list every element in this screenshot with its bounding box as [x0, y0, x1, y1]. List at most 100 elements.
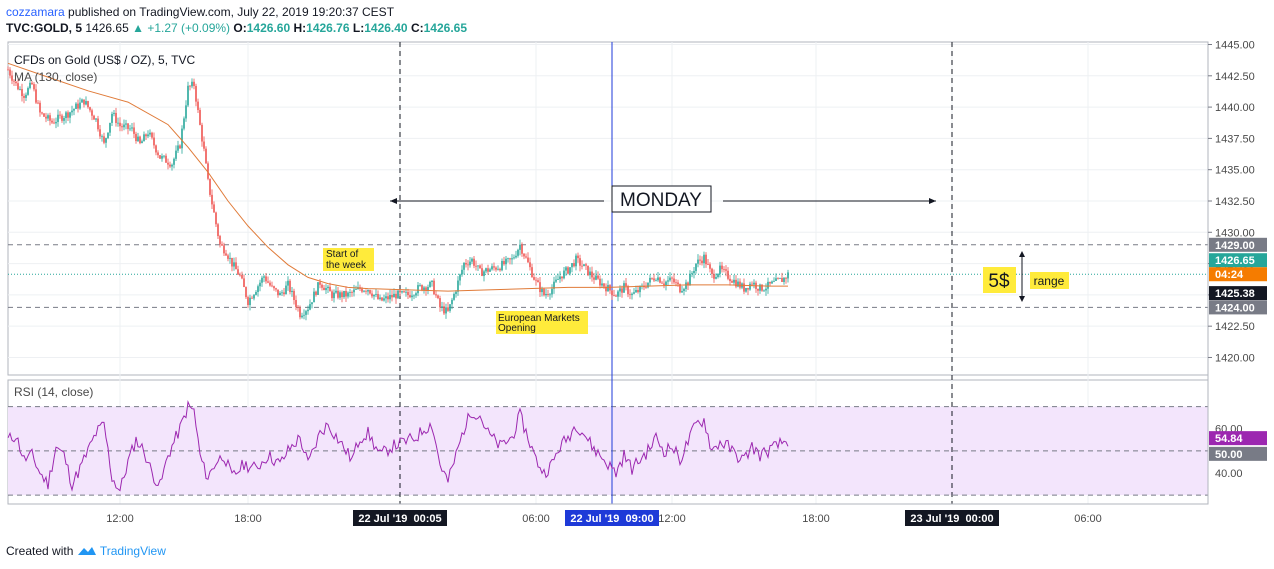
- candle-body: [431, 280, 433, 283]
- candle-body: [647, 282, 649, 288]
- candle-body: [77, 103, 79, 109]
- candle-body: [537, 280, 539, 283]
- candle-body: [743, 283, 745, 292]
- candle-body: [471, 258, 473, 262]
- candle-body: [681, 290, 683, 293]
- candle-body: [619, 288, 621, 292]
- price-label-countdown: 04:24: [1215, 269, 1244, 281]
- candle-body: [429, 282, 431, 287]
- price-label-ma: 1425.38: [1215, 288, 1255, 300]
- candle-body: [715, 277, 717, 279]
- price-axis[interactable]: 1420.001422.501425.001427.501430.001432.…: [1207, 40, 1267, 504]
- time-tick-label: 12:00: [658, 513, 686, 525]
- high-label: H:: [293, 21, 307, 35]
- candle-body: [659, 277, 661, 283]
- candle-body: [427, 286, 429, 291]
- candle-body: [33, 84, 35, 90]
- candle-body: [409, 295, 411, 298]
- candle-body: [569, 267, 571, 274]
- arrow-left-icon: [390, 198, 397, 204]
- candle-body: [499, 268, 501, 271]
- candle-body: [639, 286, 641, 293]
- candle-body: [29, 82, 31, 89]
- candle-body: [9, 69, 11, 76]
- candle-body: [405, 291, 407, 293]
- author-link[interactable]: cozzamara: [6, 5, 65, 19]
- candle-body: [561, 276, 563, 279]
- candle-body: [83, 99, 85, 105]
- candle-body: [441, 306, 443, 308]
- candle-body: [129, 128, 131, 130]
- candle-body: [321, 284, 323, 288]
- candle-body: [533, 277, 535, 280]
- candle-body: [347, 292, 349, 297]
- candle-body: [589, 271, 591, 276]
- candle-body: [559, 276, 561, 280]
- candle-body: [759, 284, 761, 291]
- candle-body: [513, 257, 515, 259]
- candle-body: [531, 267, 533, 278]
- euro-note-line1: European Markets: [498, 313, 580, 324]
- candle-body: [267, 281, 269, 283]
- candle-body: [607, 285, 609, 292]
- candle-body: [251, 297, 253, 299]
- tradingview-brand[interactable]: TradingView: [99, 544, 166, 558]
- candle-body: [683, 288, 685, 291]
- candle-body: [599, 278, 601, 286]
- price-tick-label: 1440.00: [1215, 102, 1255, 114]
- candle-body: [203, 141, 205, 149]
- candle-body: [451, 299, 453, 305]
- candle-body: [433, 280, 435, 295]
- candle-body: [519, 244, 521, 250]
- candle-body: [181, 128, 183, 149]
- rsi-legend[interactable]: RSI (14, close): [14, 385, 93, 399]
- candle-body: [435, 294, 437, 296]
- candle-body: [649, 277, 651, 283]
- candle-body: [443, 306, 445, 314]
- candle-body: [655, 280, 657, 282]
- candle-body: [317, 282, 319, 295]
- candle-body: [411, 295, 413, 298]
- candle-body: [365, 290, 367, 292]
- ma-legend[interactable]: MA (130, close): [14, 70, 97, 84]
- candle-body: [415, 293, 417, 296]
- candle-body: [195, 86, 197, 102]
- candle-body: [377, 293, 379, 300]
- candle-body: [95, 118, 97, 120]
- candle-body: [27, 88, 29, 95]
- last-price: 1426.65: [85, 21, 129, 35]
- candle-body: [65, 112, 67, 119]
- candle-body: [361, 288, 363, 292]
- candle-body: [729, 278, 731, 282]
- candle-body: [767, 281, 769, 289]
- rsi-tick-label: 40.00: [1215, 468, 1243, 480]
- candle-body: [19, 89, 21, 90]
- instrument-legend[interactable]: CFDs on Gold (US$ / OZ), 5, TVC: [14, 53, 195, 67]
- candle-body: [555, 279, 557, 282]
- candle-body: [183, 118, 185, 129]
- candle-body: [341, 292, 343, 298]
- candle-body: [547, 293, 549, 295]
- monday-annotation: MONDAY: [390, 185, 936, 213]
- candle-body: [343, 290, 345, 298]
- candle-body: [155, 145, 157, 153]
- candle-body: [781, 278, 783, 282]
- candle-body: [617, 291, 619, 297]
- candle-body: [245, 287, 247, 298]
- candle-body: [165, 155, 167, 163]
- candle-body: [75, 103, 77, 109]
- candle-body: [489, 269, 491, 272]
- candle-body: [459, 274, 461, 281]
- candle-body: [581, 265, 583, 267]
- candle-body: [69, 112, 71, 118]
- candles: [7, 66, 789, 321]
- candle-body: [125, 123, 127, 125]
- candle-body: [725, 269, 727, 271]
- candle-body: [217, 224, 219, 237]
- candle-body: [445, 307, 447, 314]
- candle-body: [327, 286, 329, 289]
- candle-body: [105, 138, 107, 143]
- time-axis[interactable]: 12:00 18:00 22 Jul '19 00:05 06:00 22 Jul '1…: [8, 503, 1208, 526]
